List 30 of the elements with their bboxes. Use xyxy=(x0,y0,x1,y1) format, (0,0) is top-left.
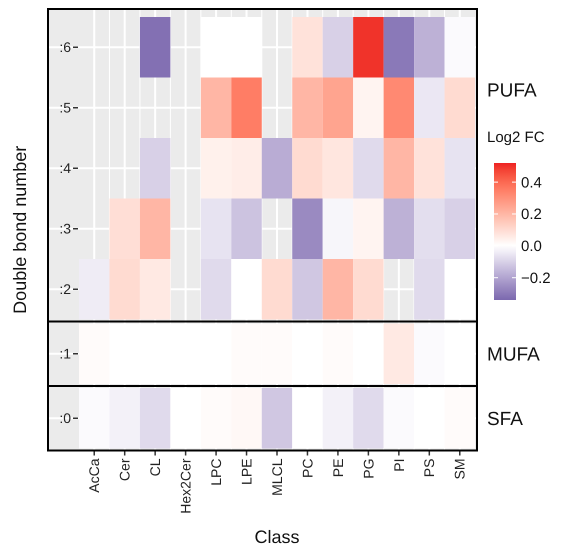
text: SFA xyxy=(487,408,524,430)
x-tick-label: Hex2Cer xyxy=(178,458,194,514)
x-axis-title: Class xyxy=(254,527,300,547)
y-tick-label: :1 xyxy=(59,346,72,362)
x-tick-label: LPE xyxy=(238,458,254,485)
x-tick-label: LPC xyxy=(208,458,224,486)
x-tick-label: PG xyxy=(360,458,376,479)
y-tick-label: :6 xyxy=(59,39,72,56)
y-tick-label: :0 xyxy=(59,410,72,426)
x-tick-label: MLCL xyxy=(268,458,285,496)
x-tick-label: CL xyxy=(147,458,164,476)
x-tick-label: Cer xyxy=(116,458,133,482)
y-tick-label: :3 xyxy=(59,220,72,237)
y-tick-label: :2 xyxy=(59,281,72,298)
color-bar-label: −0.2 xyxy=(521,270,551,287)
x-tick-label: AcCa xyxy=(86,458,102,493)
y-axis-title: Double bond number xyxy=(10,146,30,314)
color-bar-title: Log2 FC xyxy=(487,129,545,146)
x-tick-label: PI xyxy=(390,458,407,472)
color-bar-label: 0.0 xyxy=(521,238,542,256)
x-tick-label: SM xyxy=(452,458,468,480)
text: PUFA xyxy=(487,80,537,102)
x-tick-label: PC xyxy=(299,458,316,478)
y-tick-label: :5 xyxy=(59,100,72,116)
text: MUFA xyxy=(487,344,540,366)
color-bar-label: 0.2 xyxy=(521,206,542,224)
y-tick-label: :4 xyxy=(59,160,72,176)
x-tick-label: PS xyxy=(421,458,438,478)
x-tick-label: PE xyxy=(330,458,346,478)
color-bar-label: 0.4 xyxy=(521,174,542,192)
